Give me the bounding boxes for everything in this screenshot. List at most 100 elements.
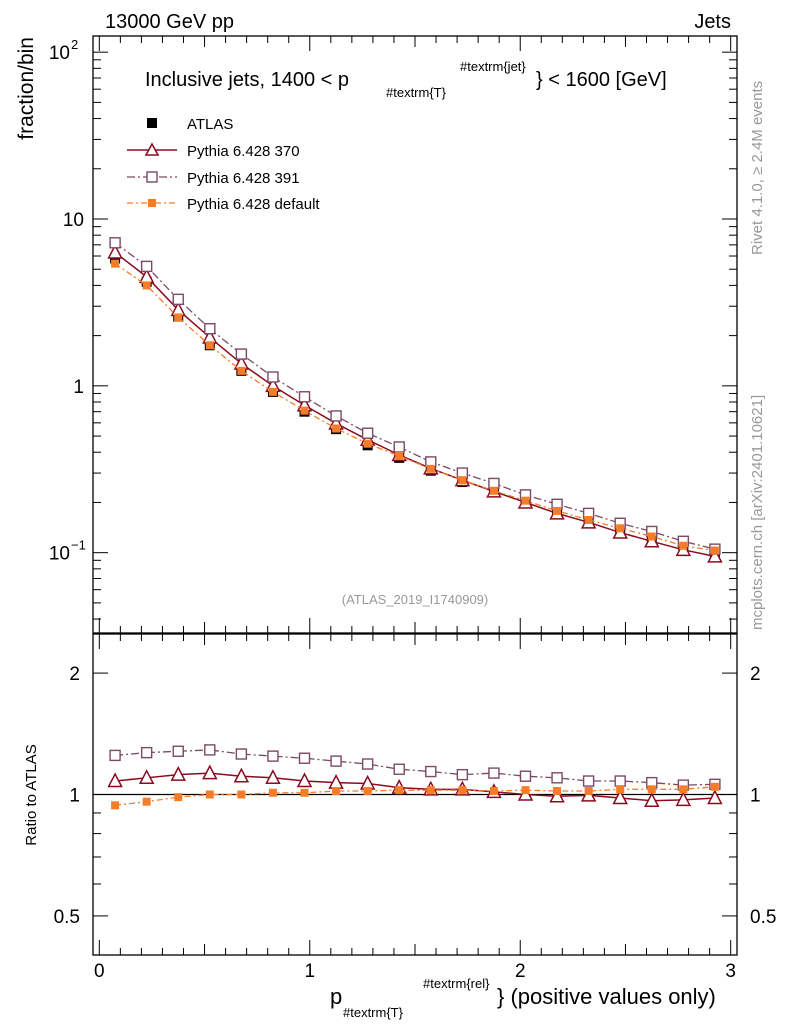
point-p391-5 [267, 371, 279, 383]
point-p370-18 [675, 791, 692, 807]
legend-entry-p370: Pythia 6.428 370 [127, 142, 300, 160]
point-p391-16 [614, 775, 626, 787]
main-axis-ticks [93, 36, 737, 633]
x-title-sup: #textrm{rel} [423, 976, 490, 991]
point-pdef-10 [426, 786, 435, 795]
ratio-series [107, 744, 723, 810]
point-pdef-19 [710, 546, 719, 555]
ratio-y-tick-right-1: 1 [750, 786, 761, 807]
series-pdef [111, 782, 719, 810]
plot-title-sup: #textrm{jet} [460, 59, 526, 74]
legend-label-pdef: Pythia 6.428 default [187, 196, 320, 213]
point-pdef-2 [174, 793, 183, 802]
plot-title-prefix: Inclusive jets, 1400 < p [145, 69, 349, 91]
point-pdef-13 [521, 496, 530, 505]
point-pdef-6 [300, 406, 309, 415]
point-p391-8 [361, 758, 374, 770]
analysis-id: (ATLAS_2019_I1740909) [342, 592, 488, 607]
point-p391-9 [393, 441, 405, 453]
tick-exp: 2 [71, 37, 78, 52]
point-pdef-11 [458, 476, 467, 485]
point-pdef-15 [584, 515, 593, 524]
point-p391-7 [330, 410, 342, 422]
y-tick-label-1: 1 [73, 377, 84, 398]
point-p391-7 [330, 755, 342, 767]
point-p391-6 [298, 752, 311, 764]
point-pdef-3 [205, 341, 214, 350]
ratio-y-tick-1: 1 [69, 786, 80, 807]
point-pdef-9 [395, 451, 404, 460]
point-p370-17 [644, 532, 660, 548]
x-axis-title: p #textrm{T} #textrm{rel} } (positive va… [330, 976, 716, 1020]
point-p370-5 [265, 769, 281, 785]
tick-base: 10 [63, 210, 84, 231]
point-p391-8 [361, 427, 374, 439]
point-pdef-8 [363, 439, 372, 448]
point-pdef-10 [426, 464, 435, 473]
ratio-y-tick-right-0.5: 0.5 [750, 907, 776, 928]
x-tick-1: 1 [304, 961, 315, 982]
point-pdef-0 [111, 259, 120, 268]
plot-title-suffix: } < 1600 [GeV] [536, 69, 667, 91]
legend-label-p391: Pythia 6.428 391 [187, 170, 300, 187]
main-y-tick-labels: 10 −1 1 10 10 2 [49, 37, 86, 565]
point-p370-2 [170, 766, 186, 781]
point-p370-16 [612, 789, 628, 805]
legend-marker-p391 [146, 171, 158, 183]
point-pdef-1 [142, 797, 151, 806]
point-pdef-18 [679, 785, 688, 794]
point-pdef-14 [553, 506, 562, 515]
point-pdef-7 [332, 787, 341, 796]
legend-label-atlas: ATLAS [187, 116, 233, 133]
point-p391-1 [140, 746, 153, 759]
point-pdef-4 [237, 366, 246, 375]
x-title-sub: #textrm{T} [343, 1005, 404, 1020]
legend-marker-p370 [144, 142, 160, 156]
main-ylabel: fraction/bin [15, 37, 38, 140]
point-p370-4 [233, 767, 250, 783]
legend-marker-atlas [147, 118, 157, 128]
point-p370-0 [107, 243, 123, 259]
point-pdef-16 [616, 785, 625, 794]
point-pdef-7 [332, 424, 341, 433]
point-pdef-18 [679, 541, 688, 550]
ratio-y-tick-2: 2 [69, 664, 80, 685]
legend-entry-atlas: ATLAS [147, 116, 233, 133]
point-p391-14 [551, 772, 563, 784]
point-pdef-14 [553, 787, 562, 796]
point-p391-13 [519, 770, 532, 782]
point-pdef-6 [300, 788, 309, 797]
point-pdef-4 [237, 790, 246, 799]
energy-label: 13000 GeV pp [105, 11, 234, 33]
x-tick-3: 3 [725, 961, 736, 982]
point-pdef-17 [647, 532, 656, 541]
legend-marker-pdef [148, 199, 156, 207]
point-p391-15 [582, 775, 595, 787]
point-pdef-5 [268, 788, 277, 797]
point-p391-10 [425, 765, 437, 778]
point-p391-2 [172, 745, 184, 757]
point-pdef-0 [111, 801, 120, 810]
point-p391-9 [393, 763, 405, 775]
mcplots-label: mcplots.cern.ch [arXiv:2401.10621] [749, 395, 766, 630]
tick-base: 10 [49, 544, 70, 565]
point-p391-6 [298, 391, 311, 403]
ratio-tick-labels: 0.5 1 2 0.5 1 2 0 1 2 3 [54, 664, 777, 982]
series-atlas [110, 253, 720, 560]
rivet-label: Rivet 4.1.0, ≥ 2.4M events [749, 81, 766, 255]
legend-entry-pdef: Pythia 6.428 default [127, 196, 320, 213]
point-p370-19 [707, 547, 723, 563]
point-p391-11 [456, 768, 469, 781]
point-p391-0 [109, 237, 121, 249]
series-p370 [107, 764, 723, 807]
series-p391 [109, 744, 721, 791]
legend: ATLAS Pythia 6.428 370 Pythia 6.428 391 … [127, 116, 320, 213]
tick-base: 10 [49, 43, 70, 64]
legend-entry-p391: Pythia 6.428 391 [127, 170, 300, 187]
x-tick-2: 2 [515, 961, 526, 982]
point-pdef-16 [616, 524, 625, 533]
point-p391-0 [109, 749, 121, 762]
point-p370-19 [707, 789, 723, 805]
x-title-main: p [330, 984, 342, 1009]
